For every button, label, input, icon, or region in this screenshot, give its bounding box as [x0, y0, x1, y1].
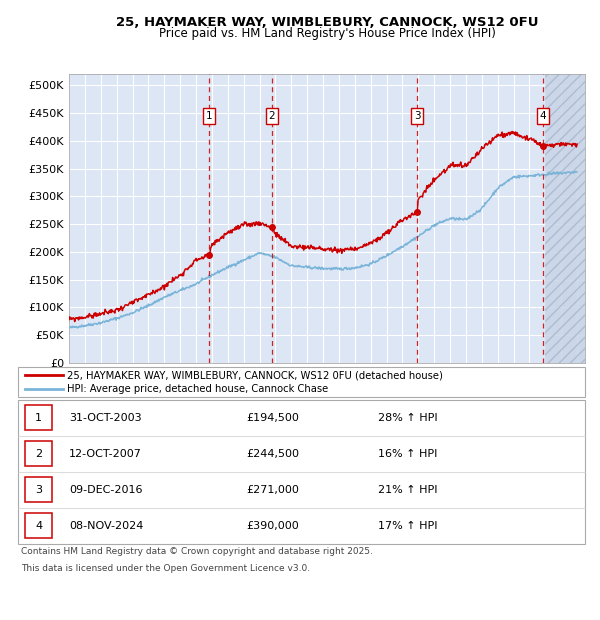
Text: 2: 2	[35, 449, 42, 459]
Text: 3: 3	[35, 485, 42, 495]
Text: Price paid vs. HM Land Registry's House Price Index (HPI): Price paid vs. HM Land Registry's House …	[158, 27, 496, 40]
Text: 1: 1	[35, 413, 42, 423]
Text: HPI: Average price, detached house, Cannock Chase: HPI: Average price, detached house, Cann…	[67, 384, 328, 394]
Text: £244,500: £244,500	[246, 449, 299, 459]
Text: £390,000: £390,000	[246, 521, 299, 531]
Text: £271,000: £271,000	[246, 485, 299, 495]
Text: 16% ↑ HPI: 16% ↑ HPI	[378, 449, 437, 459]
Text: 25, HAYMAKER WAY, WIMBLEBURY, CANNOCK, WS12 0FU: 25, HAYMAKER WAY, WIMBLEBURY, CANNOCK, W…	[116, 16, 538, 29]
Text: 21% ↑ HPI: 21% ↑ HPI	[378, 485, 437, 495]
Text: 4: 4	[539, 111, 546, 121]
Text: 4: 4	[35, 521, 42, 531]
Text: 25, HAYMAKER WAY, WIMBLEBURY, CANNOCK, WS12 0FU (detached house): 25, HAYMAKER WAY, WIMBLEBURY, CANNOCK, W…	[67, 370, 443, 380]
Text: Contains HM Land Registry data © Crown copyright and database right 2025.: Contains HM Land Registry data © Crown c…	[21, 547, 373, 556]
Text: 12-OCT-2007: 12-OCT-2007	[69, 449, 142, 459]
Text: 09-DEC-2016: 09-DEC-2016	[69, 485, 143, 495]
Text: 3: 3	[414, 111, 421, 121]
Text: 28% ↑ HPI: 28% ↑ HPI	[378, 413, 437, 423]
Text: This data is licensed under the Open Government Licence v3.0.: This data is licensed under the Open Gov…	[21, 564, 310, 574]
Bar	[545, 74, 585, 363]
Text: 2: 2	[269, 111, 275, 121]
Text: £194,500: £194,500	[246, 413, 299, 423]
Text: 1: 1	[206, 111, 212, 121]
Text: 17% ↑ HPI: 17% ↑ HPI	[378, 521, 437, 531]
Text: 08-NOV-2024: 08-NOV-2024	[69, 521, 143, 531]
Text: 31-OCT-2003: 31-OCT-2003	[69, 413, 142, 423]
